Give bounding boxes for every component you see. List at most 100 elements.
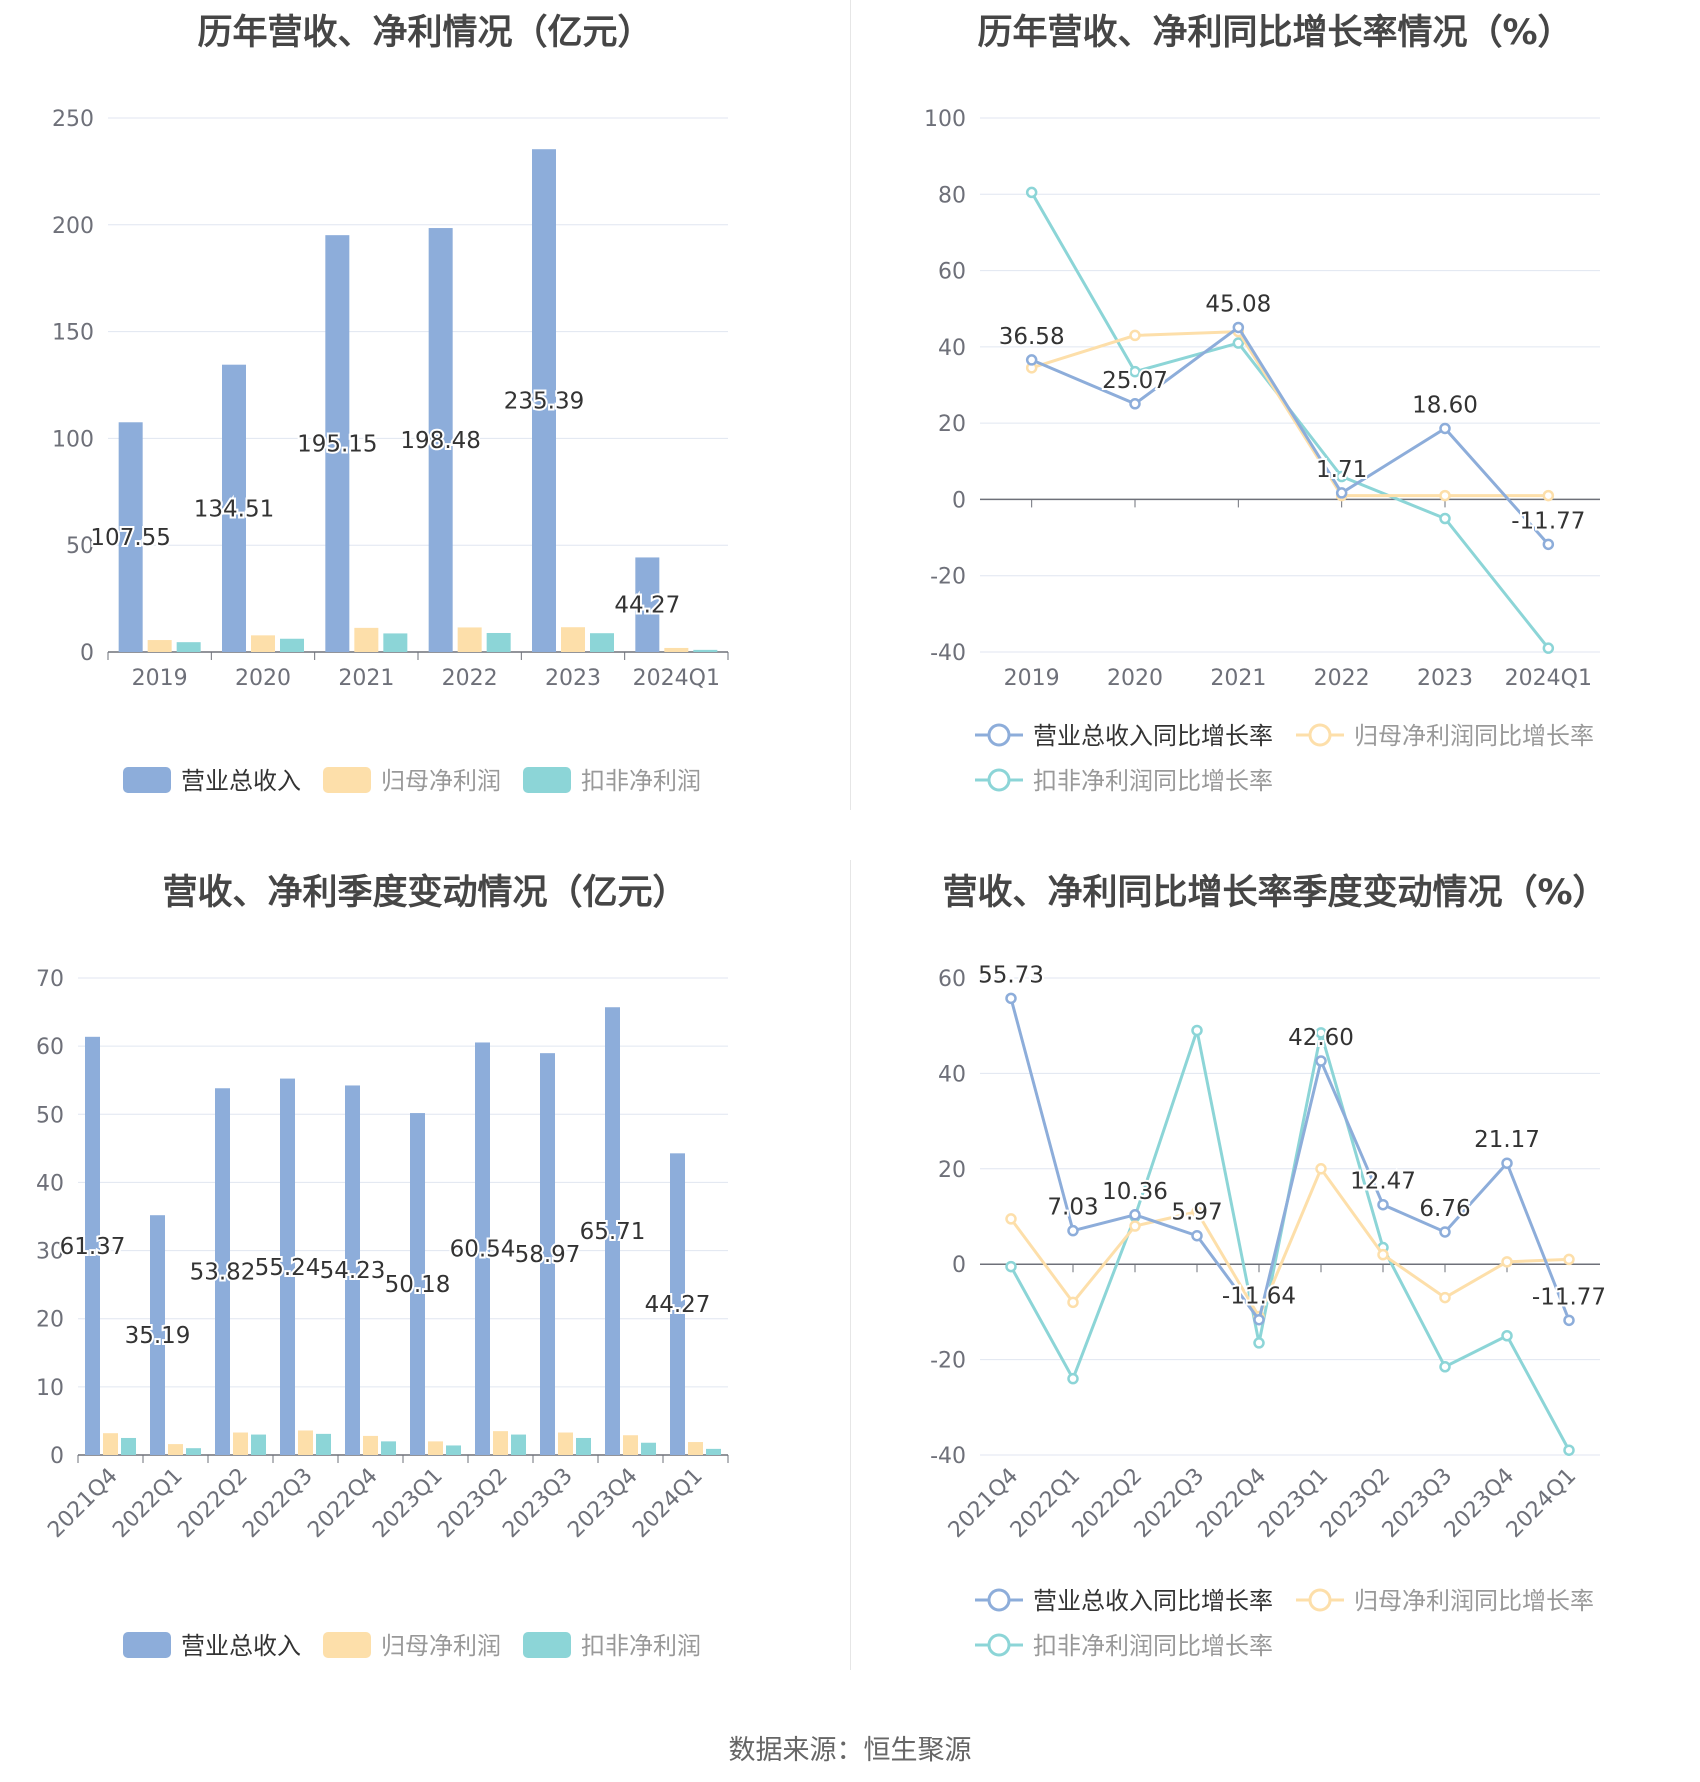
y-tick-label: 100: [52, 427, 94, 452]
quarterly-revenue-profit-svg: 0102030405060702021Q42022Q12022Q22022Q32…: [36, 967, 729, 1660]
bar: [693, 649, 718, 652]
line-value-label: 10.36: [1102, 1179, 1168, 1205]
y-tick-label: 200: [52, 214, 94, 239]
bar-value-label: 195.15: [297, 432, 377, 458]
bar: [383, 633, 408, 652]
quarterly-growth-rate-chart: 营收、净利同比增长率季度变动情况（%） -40 -20 0 20 40 60 2021Q4 2…: [850, 860, 1700, 1720]
bar: [475, 1042, 490, 1455]
x-tick-label: 2022Q2: [173, 1464, 252, 1543]
data-point: [1542, 642, 1555, 654]
x-tick-label: 2022Q1: [108, 1464, 187, 1543]
data-point: [1191, 1024, 1203, 1037]
y-tick-label: -20: [930, 565, 966, 590]
series-line: [1031, 325, 1550, 546]
x-tick-label: 2021: [338, 666, 394, 691]
data-point: [1439, 1226, 1451, 1238]
x-tick-label: 2021Q4: [43, 1464, 122, 1543]
legend-label: 归母净利润: [381, 767, 501, 795]
bar-value-label: 134.51: [194, 496, 274, 522]
bar: [363, 1435, 378, 1455]
series-line: [1030, 191, 1550, 650]
y-tick-label: 40: [938, 1062, 966, 1087]
bar: [316, 1433, 331, 1455]
data-point: [1005, 1260, 1017, 1273]
y-tick-label: 60: [938, 260, 966, 285]
data-point: [1129, 398, 1141, 410]
x-tick-label: 2023Q4: [563, 1464, 642, 1543]
x-tick-label: 2021: [1210, 666, 1266, 691]
bar-value-label: 198.48: [400, 428, 480, 454]
y-tick-label: 40: [938, 336, 966, 361]
bar-value-label: 65.71: [580, 1219, 646, 1245]
line-value-label: 18.60: [1412, 392, 1478, 418]
bar: [641, 1442, 656, 1455]
bar-value-label: 35.19: [125, 1323, 191, 1349]
bar-value-label: 235.39: [504, 389, 584, 415]
bar: [251, 1434, 266, 1455]
bar-value-label: 55.24: [255, 1255, 321, 1281]
bar: [670, 1153, 685, 1455]
vertical-divider: [850, 0, 851, 810]
data-point: [1232, 321, 1245, 334]
x-tick-label: 2022: [442, 666, 498, 691]
legend-swatch: [123, 767, 171, 793]
y-tick-label: 0: [80, 641, 94, 666]
annual-growth-rate-chart: 历年营收、净利同比增长率情况（%） -40 -20 0 20 40 60 80 100 2019…: [850, 0, 1700, 860]
legend-label: 营业总收入: [181, 1632, 301, 1660]
x-tick-label: 2020: [235, 666, 291, 691]
bar: [511, 1434, 526, 1455]
line-value-label: -11.64: [1222, 1284, 1296, 1310]
data-point: [1129, 1209, 1141, 1221]
bar: [325, 235, 350, 652]
y-tick-label: 20: [36, 1308, 64, 1333]
bar: [150, 1215, 165, 1455]
data-point: [1005, 992, 1017, 1005]
legend-label: 营业总收入同比增长率: [1033, 722, 1273, 750]
data-point: [1005, 1213, 1017, 1225]
bar: [121, 1437, 136, 1455]
legend-swatch: [1308, 723, 1332, 747]
line-value-label: 1.71: [1316, 457, 1367, 483]
line-value-label: -11.77: [1511, 508, 1585, 534]
quarterly-revenue-profit-chart: 营收、净利季度变动情况（亿元） 0 10 20 30 40 50 60 70 2021Q4 202…: [0, 860, 850, 1720]
line-value-label: 36.58: [999, 324, 1065, 350]
x-tick-label: 2022Q4: [303, 1464, 382, 1543]
bar: [706, 1448, 721, 1455]
data-point: [1542, 538, 1555, 551]
chart-title: 历年营收、净利情况（亿元）: [197, 13, 653, 53]
data-point: [1439, 422, 1451, 435]
bar: [664, 647, 689, 652]
bar: [428, 228, 453, 652]
y-tick-label: 150: [52, 321, 94, 346]
legend-swatch: [123, 1632, 171, 1658]
bar-value-label: 44.27: [645, 1292, 711, 1318]
bar: [298, 1430, 313, 1455]
y-tick-label: 250: [52, 107, 94, 132]
bar: [576, 1437, 591, 1455]
x-tick-label: 2023: [545, 666, 601, 691]
legend-label: 营业总收入: [181, 767, 301, 795]
data-point: [1067, 1372, 1079, 1385]
y-tick-label: 0: [50, 1444, 64, 1469]
line-value-label: 21.17: [1474, 1127, 1540, 1153]
series-line: [1031, 330, 1549, 498]
bar: [381, 1441, 396, 1455]
data-point: [1501, 1157, 1513, 1169]
data-point: [1129, 1220, 1141, 1232]
data-point: [1253, 1313, 1265, 1326]
bar: [532, 149, 556, 652]
legend-swatch: [987, 1633, 1011, 1657]
y-tick-label: 30: [36, 1240, 64, 1265]
bar: [590, 633, 614, 652]
y-tick-label: 40: [36, 1171, 64, 1196]
data-point: [1563, 1253, 1575, 1266]
y-tick-label: 10: [36, 1376, 64, 1401]
data-point: [1563, 1314, 1575, 1327]
legend-label: 扣非净利润同比增长率: [1033, 767, 1273, 795]
quarterly-growth-rate-svg: -40-2002040602021Q42022Q12022Q22022Q3202…: [930, 960, 1608, 1660]
line-value-label: 55.73: [978, 962, 1044, 988]
data-point: [1232, 337, 1245, 349]
bar: [233, 1432, 248, 1455]
line-value-label: 12.47: [1350, 1169, 1416, 1195]
legend-label: 营业总收入同比增长率: [1033, 1587, 1273, 1615]
